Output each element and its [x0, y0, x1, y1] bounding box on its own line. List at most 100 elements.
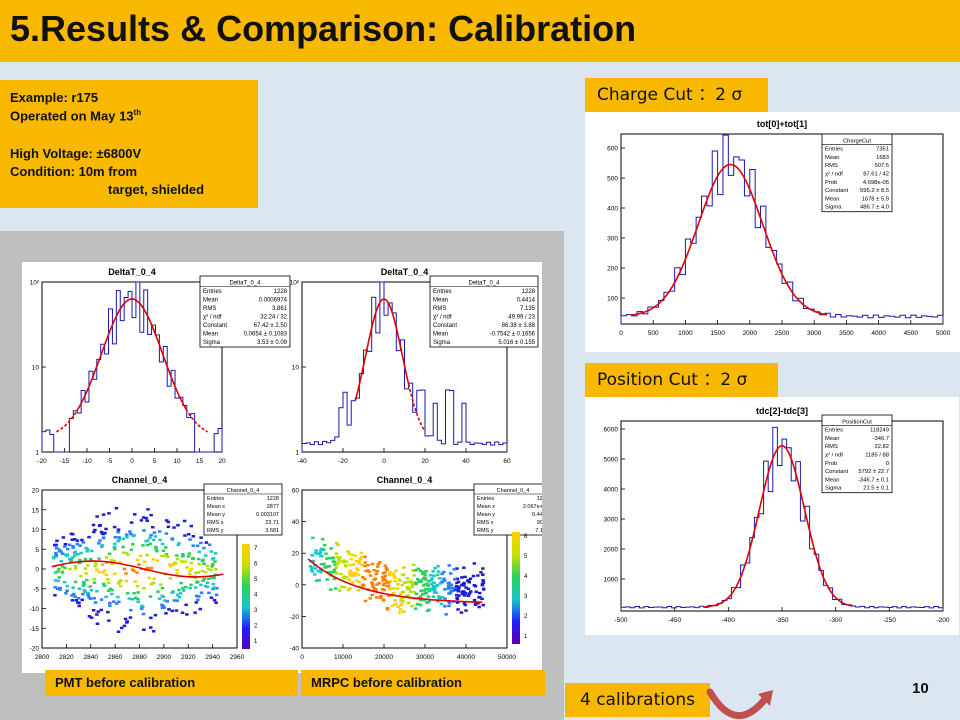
scatter-point [460, 576, 464, 579]
scatter-point [76, 597, 81, 600]
scatter-point [116, 582, 121, 585]
scatter-point [95, 590, 99, 593]
scatter-point [73, 550, 77, 554]
channel-right-points [308, 536, 486, 616]
scatter-point [324, 552, 328, 555]
scatter-point [108, 601, 112, 605]
x-tick-label: 0 [300, 654, 304, 661]
scatter-point [432, 581, 436, 584]
scatter-point [120, 626, 124, 630]
z-tick-label: 4 [524, 574, 528, 580]
scatter-point [161, 595, 166, 598]
scatter-point [308, 565, 313, 568]
scatter-point [386, 594, 391, 597]
scatter-point [103, 569, 107, 572]
scatter-point [123, 617, 128, 621]
stats-value: 49.99 / 23 [508, 315, 535, 321]
scatter-point [66, 547, 70, 551]
scatter-point [173, 562, 178, 565]
scatter-point [179, 581, 183, 585]
scatter-point [212, 598, 217, 602]
scatter-point [423, 573, 427, 577]
stats-value: 1683 [876, 155, 889, 161]
scatter-point [396, 583, 400, 586]
scatter-point [432, 574, 436, 578]
scatter-point [473, 602, 478, 605]
scatter-point [436, 565, 440, 568]
scatter-point [338, 556, 342, 559]
scatter-point [462, 602, 467, 605]
x-tick-label: 1000 [678, 330, 693, 337]
scatter-point [184, 585, 188, 589]
scatter-point [391, 592, 396, 595]
x-tick-label: 500 [648, 330, 659, 337]
scatter-point [177, 596, 182, 599]
x-tick-label: -500 [614, 617, 627, 624]
scatter-point [198, 607, 202, 611]
y-tick-label: 300 [607, 236, 618, 243]
scatter-point [130, 568, 135, 571]
scatter-point [85, 578, 89, 582]
scatter-point [79, 551, 83, 555]
stats-key: χ² / ndf [203, 315, 222, 321]
stats-key: RMS [433, 306, 446, 312]
y-tick-label: 10 [292, 365, 300, 372]
scatter-point [455, 596, 459, 600]
scatter-point [142, 587, 146, 590]
scatter-point [71, 545, 75, 548]
scatter-point [96, 610, 100, 613]
charge-cut-histogram [620, 134, 944, 324]
scatter-point [209, 596, 214, 599]
z-tick-label: 3 [524, 594, 528, 600]
x-tick-label: 5000 [936, 330, 951, 337]
scatter-point [383, 571, 387, 574]
scatter-point [181, 555, 185, 558]
scatter-point [84, 572, 88, 575]
scatter-point [472, 598, 477, 602]
scatter-point [421, 570, 426, 574]
scatter-point [53, 586, 57, 589]
scatter-point [59, 550, 63, 553]
scatter-point [175, 593, 180, 597]
scatter-point [78, 544, 82, 547]
scatter-point [156, 590, 160, 593]
scatter-point [468, 577, 473, 580]
scatter-point [117, 536, 121, 539]
scatter-point [344, 560, 349, 563]
scatter-point [161, 604, 165, 608]
scatter-point [415, 577, 420, 581]
scatter-point [168, 563, 172, 566]
scatter-point [175, 554, 179, 557]
scatter-point [213, 560, 217, 563]
scatter-point [387, 573, 392, 577]
stats-key: Entries [433, 289, 452, 295]
scatter-point [92, 530, 96, 534]
scatter-point [141, 544, 145, 547]
y-tick-label: -15 [30, 626, 40, 633]
scatter-point [54, 551, 58, 555]
scatter-point [443, 579, 447, 582]
scatter-point [101, 571, 105, 574]
scatter-point [132, 569, 136, 573]
charge-cut-histogram: tot[0]+tot[1] 0 500 1000 1500 2000 2500 3000 350… [585, 112, 960, 352]
z-tick-label: 7 [254, 546, 258, 552]
scatter-point [188, 586, 192, 590]
scatter-point [432, 591, 437, 594]
scatter-point [214, 601, 218, 604]
scatter-point [320, 547, 324, 551]
scatter-point [70, 538, 74, 541]
scatter-point [129, 548, 134, 552]
scatter-point [80, 538, 84, 542]
scatter-point [83, 590, 87, 594]
scatter-point [356, 568, 360, 572]
y-tick-label: 15 [32, 507, 40, 514]
scatter-point [107, 512, 111, 515]
scatter-point [63, 543, 68, 546]
scatter-point [383, 578, 388, 582]
stats-value: 1228 [274, 289, 288, 295]
scatter-point [168, 577, 173, 580]
scatter-point [57, 576, 61, 579]
scatter-point [346, 550, 350, 553]
scatter-point [151, 526, 155, 529]
scatter-point [116, 528, 121, 531]
